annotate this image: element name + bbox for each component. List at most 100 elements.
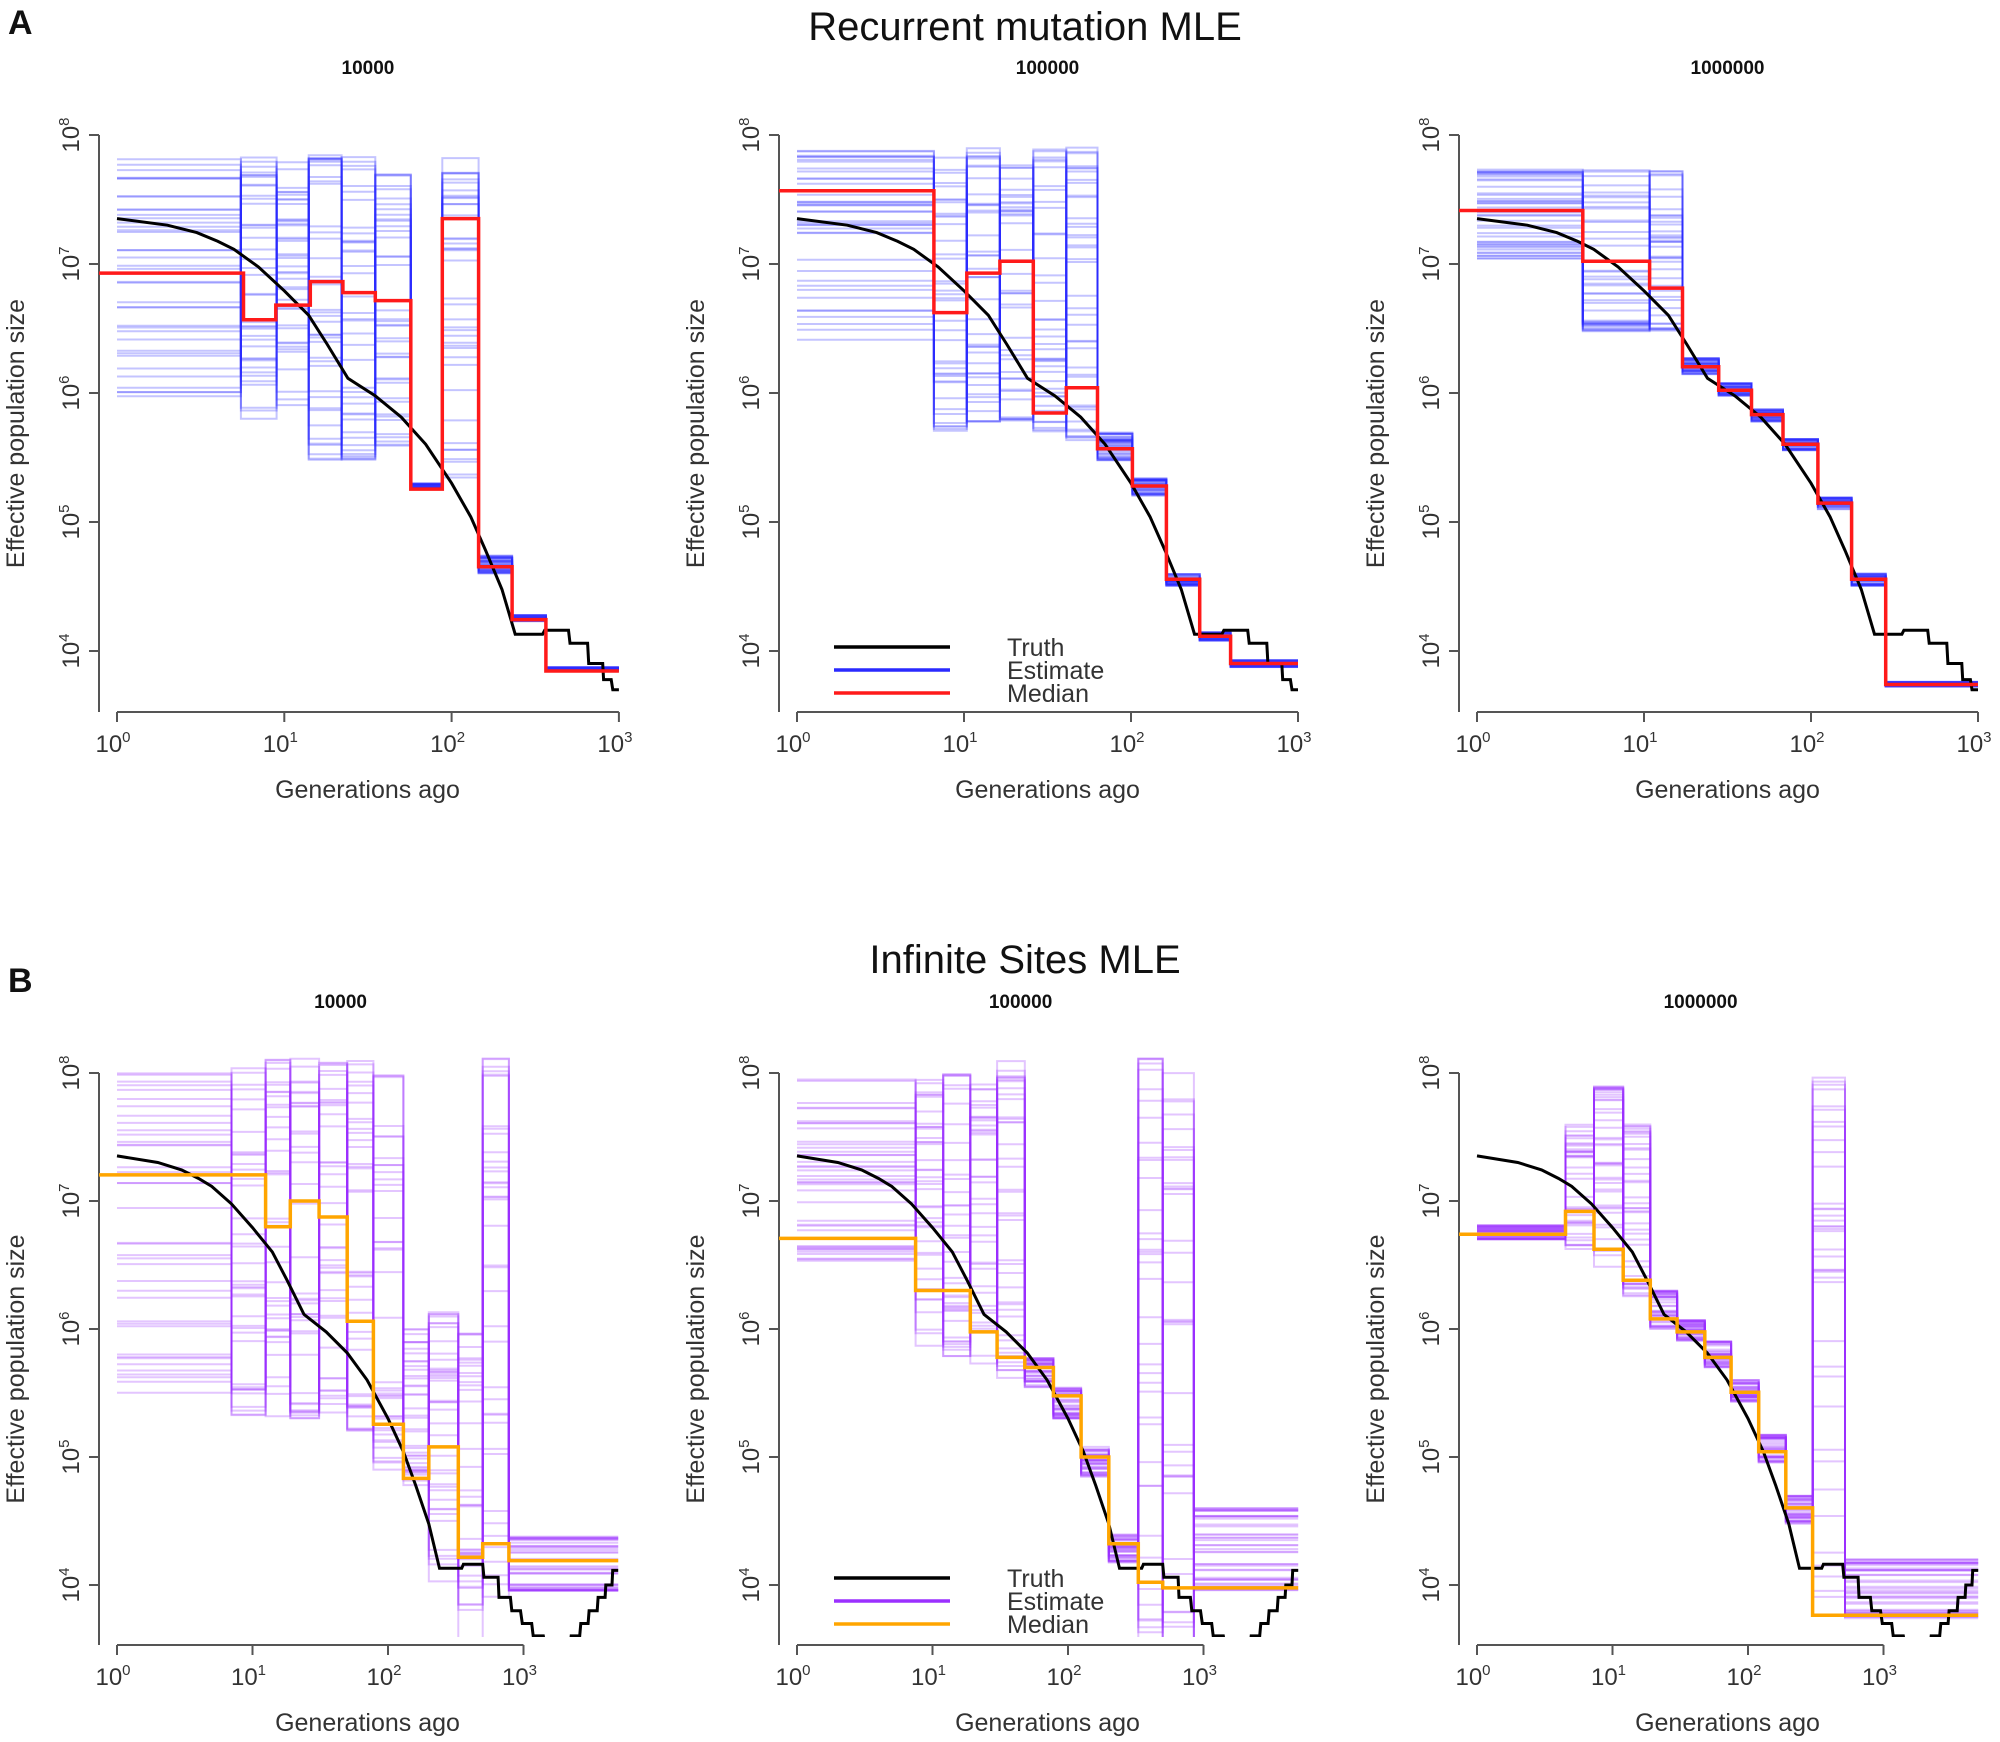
- estimate-line: [1477, 201, 1978, 688]
- plot-area: [796, 1057, 1299, 1637]
- estimate-line: [797, 165, 1298, 666]
- x-tick-exponent: 0: [802, 729, 810, 746]
- estimate-line: [1477, 214, 1978, 688]
- y-tick-base: 10: [58, 1192, 85, 1219]
- y-tick-exponent: 4: [736, 1567, 753, 1575]
- median-line: [1459, 1209, 1979, 1618]
- estimate-line: [1477, 1190, 1979, 1598]
- estimate-line: [117, 1061, 619, 1577]
- estimate-line: [797, 1140, 1299, 1588]
- x-tick-exponent: 2: [1816, 729, 1824, 746]
- estimate-line: [117, 195, 619, 672]
- x-axis-label: Generations ago: [275, 1709, 460, 1737]
- estimate-line: [117, 1065, 619, 1551]
- median-line: [779, 1236, 1299, 1590]
- estimate-line: [1477, 220, 1978, 686]
- estimate-line: [117, 1070, 619, 1575]
- estimate-line: [1477, 205, 1978, 683]
- y-tick-base: 10: [1418, 255, 1445, 282]
- y-tick-label: 106: [56, 375, 85, 410]
- estimate-line: [117, 217, 619, 670]
- x-tick-base: 10: [775, 1664, 802, 1691]
- estimate-line: [117, 182, 619, 670]
- x-tick-label: 102: [366, 1662, 401, 1691]
- estimate-line: [117, 1126, 619, 1548]
- estimate-line: [797, 1076, 1299, 1557]
- y-tick-exponent: 5: [56, 504, 73, 512]
- estimate-line: [797, 1128, 1299, 1554]
- estimate-line: [1477, 1087, 1979, 1567]
- y-tick-base: 10: [738, 1576, 765, 1603]
- x-tick-label: 101: [231, 1662, 266, 1691]
- y-tick-label: 108: [56, 117, 85, 152]
- x-tick-label: 103: [502, 1662, 537, 1691]
- estimate-line: [117, 1060, 619, 1592]
- estimate-line: [1477, 207, 1978, 688]
- estimate-line: [1477, 184, 1978, 684]
- estimate-line: [117, 160, 619, 671]
- x-tick-exponent: 3: [1983, 729, 1991, 746]
- estimate-line: [1477, 213, 1978, 684]
- y-tick-base: 10: [1418, 513, 1445, 540]
- section-title-a: Recurrent mutation MLE: [808, 5, 1242, 49]
- y-tick-label: 108: [1416, 1055, 1445, 1090]
- estimate-line: [117, 160, 619, 671]
- y-tick-label: 104: [1416, 1567, 1445, 1602]
- estimate-line: [1477, 196, 1978, 688]
- estimate-line: [1477, 193, 1978, 687]
- y-tick-base: 10: [1418, 126, 1445, 153]
- estimate-line: [797, 231, 1298, 662]
- x-tick-base: 10: [263, 731, 290, 758]
- x-tick-base: 10: [95, 1664, 122, 1691]
- estimate-line: [117, 189, 619, 669]
- estimate-line: [797, 1062, 1299, 1549]
- estimate-line: [117, 1132, 619, 1547]
- estimate-line: [1477, 244, 1978, 687]
- truth-line: [796, 1154, 1299, 1637]
- estimate-line: [1477, 1130, 1979, 1565]
- y-tick-exponent: 5: [1416, 504, 1433, 512]
- estimate-line: [797, 1088, 1299, 1553]
- x-tick-exponent: 1: [938, 1662, 946, 1679]
- y-tick-base: 10: [58, 1320, 85, 1347]
- estimate-line: [1477, 1099, 1979, 1582]
- x-axis-label: Generations ago: [955, 1709, 1140, 1737]
- truth-line: [116, 1154, 619, 1637]
- estimate-line: [797, 1057, 1299, 1552]
- estimate-line: [797, 177, 1298, 663]
- y-tick-label: 104: [736, 633, 765, 668]
- estimate-line: [117, 161, 619, 672]
- estimate-line: [797, 1080, 1299, 1566]
- x-tick-base: 10: [1591, 1664, 1618, 1691]
- plot-area: [116, 154, 619, 692]
- y-tick-base: 10: [738, 1064, 765, 1091]
- median-line: [779, 188, 1298, 666]
- estimate-line: [1477, 1080, 1979, 1584]
- x-tick-base: 10: [430, 731, 457, 758]
- estimate-line: [117, 1083, 619, 1591]
- x-tick-exponent: 1: [258, 1662, 266, 1679]
- estimate-line: [1477, 185, 1978, 683]
- x-tick-label: 100: [1455, 1662, 1490, 1691]
- x-tick-base: 10: [502, 1664, 529, 1691]
- estimate-line: [1477, 1096, 1979, 1571]
- estimate-line: [797, 1084, 1299, 1563]
- estimate-line: [117, 1071, 619, 1590]
- estimate-line: [797, 1072, 1299, 1562]
- x-tick-exponent: 2: [1073, 1662, 1081, 1679]
- x-tick-base: 10: [1046, 1664, 1073, 1691]
- y-tick-exponent: 6: [736, 375, 753, 383]
- x-tick-exponent: 3: [1209, 1662, 1217, 1679]
- section-letter-b: B: [8, 962, 33, 1000]
- estimate-line: [117, 1073, 619, 1550]
- y-tick-base: 10: [738, 126, 765, 153]
- y-axis-label: Effective population size: [682, 1234, 710, 1503]
- y-tick-exponent: 4: [736, 633, 753, 641]
- y-tick-base: 10: [1418, 1320, 1445, 1347]
- y-tick-label: 107: [736, 246, 765, 281]
- x-axis-label: Generations ago: [1635, 1709, 1820, 1737]
- estimate-line: [797, 167, 1298, 668]
- estimate-line: [1477, 255, 1978, 685]
- estimate-line: [1477, 1087, 1979, 1561]
- y-tick-label: 105: [56, 504, 85, 539]
